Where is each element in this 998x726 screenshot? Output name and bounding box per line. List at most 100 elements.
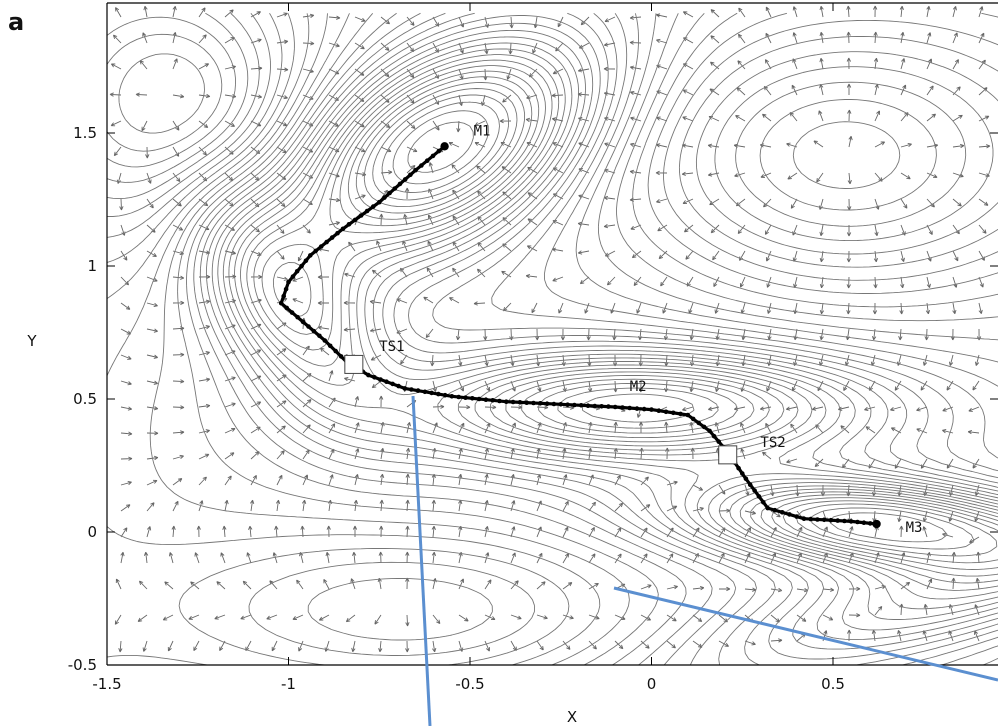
path-bead bbox=[848, 519, 854, 524]
path-bead bbox=[867, 521, 873, 526]
path-bead bbox=[436, 148, 442, 154]
path-bead bbox=[779, 510, 785, 515]
path-bead bbox=[627, 405, 632, 411]
y-tick-label: 1.5 bbox=[73, 124, 97, 142]
path-bead bbox=[828, 517, 834, 523]
annotation-m1: M1 bbox=[474, 124, 491, 140]
path-bead bbox=[278, 300, 284, 306]
path-bead bbox=[338, 354, 344, 359]
path-bead bbox=[641, 406, 647, 412]
path-bead bbox=[384, 379, 389, 385]
path-bead bbox=[283, 286, 289, 292]
transition-state-markers bbox=[344, 354, 738, 465]
path-bead bbox=[317, 333, 322, 339]
annotation-m3: M3 bbox=[906, 520, 923, 536]
path-bead bbox=[294, 269, 300, 274]
vector-field bbox=[109, 5, 991, 653]
path-bead bbox=[476, 396, 482, 402]
path-bead bbox=[701, 424, 707, 430]
annotation-ts1: TS1 bbox=[379, 339, 404, 355]
path-bead bbox=[761, 499, 766, 505]
path-bead bbox=[696, 420, 701, 426]
path-bead bbox=[740, 471, 745, 476]
path-bead bbox=[327, 343, 333, 349]
path-bead bbox=[422, 389, 428, 395]
x-axis-label: X bbox=[567, 708, 577, 726]
y-axis-label: Y bbox=[26, 332, 37, 350]
path-bead bbox=[565, 402, 570, 408]
path-bead bbox=[794, 514, 799, 519]
path-bead bbox=[821, 517, 827, 523]
path-bead bbox=[346, 222, 352, 227]
path-bead bbox=[333, 348, 339, 354]
callout-line-right bbox=[613, 586, 998, 682]
path-bead bbox=[756, 494, 762, 499]
path-bead bbox=[436, 391, 441, 397]
path-bead bbox=[835, 518, 840, 523]
plot-frame bbox=[106, 2, 998, 666]
path-bead bbox=[329, 235, 335, 240]
path-bead bbox=[396, 383, 401, 389]
contour-lines bbox=[107, 12, 998, 665]
path-bead bbox=[413, 167, 418, 173]
path-bead bbox=[743, 476, 749, 482]
path-bead bbox=[656, 408, 662, 414]
path-bead bbox=[490, 398, 496, 403]
path-bead bbox=[377, 199, 382, 205]
path-bead bbox=[585, 403, 591, 409]
path-bead bbox=[456, 394, 462, 400]
path-bead bbox=[424, 158, 430, 163]
path-bead bbox=[313, 248, 319, 254]
path-bead bbox=[620, 405, 625, 410]
path-bead bbox=[752, 488, 757, 493]
path-bead bbox=[358, 213, 364, 218]
path-bead bbox=[510, 399, 516, 405]
path-bead bbox=[324, 239, 329, 245]
path-bead bbox=[318, 244, 324, 249]
path-bead bbox=[678, 411, 683, 417]
y-axis-ticks: -0.5 0 0.5 1 1.5 bbox=[68, 124, 998, 674]
transition-state-ts2 bbox=[718, 445, 738, 465]
transition-state-ts1 bbox=[344, 354, 364, 374]
path-bead bbox=[430, 153, 436, 159]
path-bead bbox=[707, 428, 712, 434]
callout-line-left bbox=[411, 395, 432, 726]
path-bead bbox=[449, 394, 455, 399]
path-bead bbox=[366, 372, 371, 378]
path-bead bbox=[372, 375, 377, 380]
path-bead bbox=[364, 208, 370, 214]
path-bead bbox=[606, 404, 611, 409]
path-bead bbox=[295, 314, 300, 320]
path-bead bbox=[281, 293, 287, 299]
path-bead bbox=[289, 310, 295, 315]
path-bead bbox=[392, 186, 398, 191]
path-bead bbox=[765, 505, 770, 511]
path-bead bbox=[612, 404, 618, 410]
x-tick-label: -0.5 bbox=[455, 675, 484, 693]
path-bead bbox=[842, 518, 847, 524]
path-bead bbox=[284, 305, 290, 311]
path-bead bbox=[716, 439, 721, 444]
path-bead bbox=[303, 258, 309, 264]
path-bead bbox=[378, 377, 383, 382]
path-bead bbox=[387, 190, 392, 196]
path-bead bbox=[572, 402, 577, 408]
point-annotations: M1 TS1 M2 TS2 M3 bbox=[379, 124, 922, 536]
path-bead bbox=[538, 401, 543, 406]
path-bead bbox=[290, 274, 296, 279]
y-tick-label: 1 bbox=[87, 257, 97, 275]
path-endpoint bbox=[872, 519, 881, 529]
path-bead bbox=[558, 402, 564, 407]
path-bead bbox=[370, 204, 376, 209]
y-tick-label: 0.5 bbox=[73, 390, 97, 408]
path-bead bbox=[483, 397, 489, 403]
x-tick-label: 0.5 bbox=[821, 675, 845, 693]
path-bead bbox=[855, 519, 860, 525]
path-bead bbox=[815, 517, 820, 522]
y-tick-label: -0.5 bbox=[68, 656, 97, 674]
path-bead bbox=[736, 465, 741, 471]
path-bead bbox=[442, 392, 448, 398]
path-bead bbox=[504, 399, 509, 405]
path-bead bbox=[671, 410, 676, 416]
